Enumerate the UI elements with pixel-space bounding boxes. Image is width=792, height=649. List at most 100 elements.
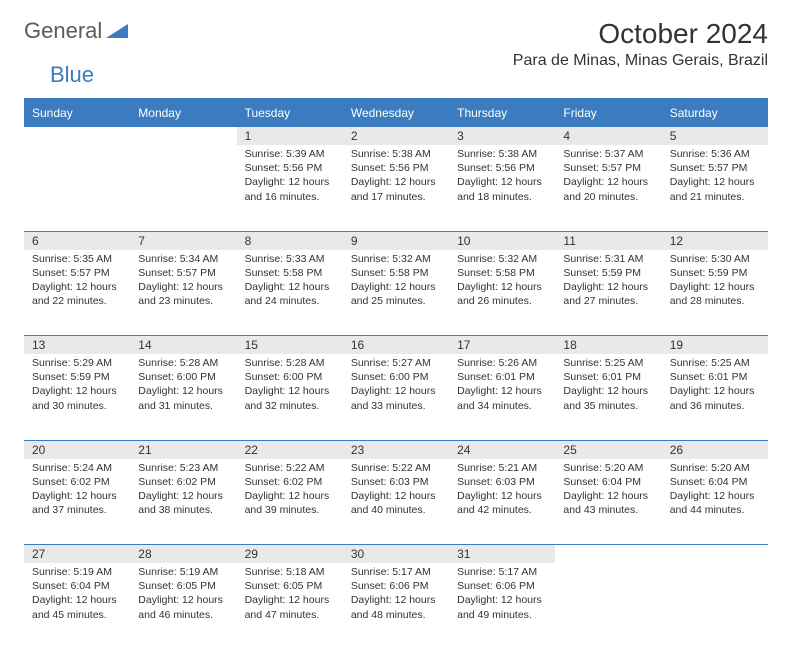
sunrise-text: Sunrise: 5:35 AM <box>32 252 122 266</box>
day-number-cell: 7 <box>130 231 236 250</box>
daybody-row: Sunrise: 5:24 AMSunset: 6:02 PMDaylight:… <box>24 459 768 545</box>
day-body-cell: Sunrise: 5:17 AMSunset: 6:06 PMDaylight:… <box>449 563 555 649</box>
daylight-text: Daylight: 12 hours and 36 minutes. <box>670 384 760 412</box>
daylight-text: Daylight: 12 hours and 34 minutes. <box>457 384 547 412</box>
day-body-cell: Sunrise: 5:25 AMSunset: 6:01 PMDaylight:… <box>555 354 661 440</box>
day-number-cell: 15 <box>237 336 343 355</box>
day-number-cell: 11 <box>555 231 661 250</box>
day-body-cell: Sunrise: 5:26 AMSunset: 6:01 PMDaylight:… <box>449 354 555 440</box>
day-body-cell: Sunrise: 5:38 AMSunset: 5:56 PMDaylight:… <box>343 145 449 231</box>
day-body-cell: Sunrise: 5:19 AMSunset: 6:04 PMDaylight:… <box>24 563 130 649</box>
daylight-text: Daylight: 12 hours and 16 minutes. <box>245 175 335 203</box>
sunrise-text: Sunrise: 5:21 AM <box>457 461 547 475</box>
daylight-text: Daylight: 12 hours and 27 minutes. <box>563 280 653 308</box>
day-body-cell: Sunrise: 5:32 AMSunset: 5:58 PMDaylight:… <box>449 250 555 336</box>
day-number-cell: 17 <box>449 336 555 355</box>
day-number-cell: 28 <box>130 545 236 564</box>
day-number-cell: 20 <box>24 440 130 459</box>
daylight-text: Daylight: 12 hours and 46 minutes. <box>138 593 228 621</box>
sunset-text: Sunset: 6:01 PM <box>563 370 653 384</box>
daylight-text: Daylight: 12 hours and 35 minutes. <box>563 384 653 412</box>
day-body-cell: Sunrise: 5:31 AMSunset: 5:59 PMDaylight:… <box>555 250 661 336</box>
sunrise-text: Sunrise: 5:32 AM <box>351 252 441 266</box>
sunset-text: Sunset: 5:56 PM <box>351 161 441 175</box>
day-body-cell: Sunrise: 5:23 AMSunset: 6:02 PMDaylight:… <box>130 459 236 545</box>
day-body-cell: Sunrise: 5:22 AMSunset: 6:03 PMDaylight:… <box>343 459 449 545</box>
daylight-text: Daylight: 12 hours and 49 minutes. <box>457 593 547 621</box>
sunset-text: Sunset: 6:02 PM <box>245 475 335 489</box>
day-body-cell: Sunrise: 5:39 AMSunset: 5:56 PMDaylight:… <box>237 145 343 231</box>
sunset-text: Sunset: 5:57 PM <box>32 266 122 280</box>
weekday-header: Monday <box>130 99 236 127</box>
sunrise-text: Sunrise: 5:25 AM <box>670 356 760 370</box>
day-body-cell: Sunrise: 5:35 AMSunset: 5:57 PMDaylight:… <box>24 250 130 336</box>
sunrise-text: Sunrise: 5:39 AM <box>245 147 335 161</box>
sunset-text: Sunset: 5:58 PM <box>351 266 441 280</box>
day-body-cell: Sunrise: 5:22 AMSunset: 6:02 PMDaylight:… <box>237 459 343 545</box>
day-number-cell: 16 <box>343 336 449 355</box>
sunset-text: Sunset: 5:56 PM <box>245 161 335 175</box>
weekday-header: Friday <box>555 99 661 127</box>
day-body-cell: Sunrise: 5:25 AMSunset: 6:01 PMDaylight:… <box>662 354 768 440</box>
location-subtitle: Para de Minas, Minas Gerais, Brazil <box>513 52 768 70</box>
day-number-cell: 13 <box>24 336 130 355</box>
sunset-text: Sunset: 6:03 PM <box>351 475 441 489</box>
day-number-cell <box>662 545 768 564</box>
sunrise-text: Sunrise: 5:20 AM <box>670 461 760 475</box>
sunset-text: Sunset: 6:04 PM <box>32 579 122 593</box>
sunset-text: Sunset: 6:01 PM <box>670 370 760 384</box>
day-number-cell: 26 <box>662 440 768 459</box>
day-body-cell: Sunrise: 5:34 AMSunset: 5:57 PMDaylight:… <box>130 250 236 336</box>
sunrise-text: Sunrise: 5:17 AM <box>457 565 547 579</box>
day-number-cell: 9 <box>343 231 449 250</box>
sunset-text: Sunset: 6:05 PM <box>138 579 228 593</box>
weekday-header: Thursday <box>449 99 555 127</box>
day-number-cell: 25 <box>555 440 661 459</box>
sunrise-text: Sunrise: 5:34 AM <box>138 252 228 266</box>
day-body-cell: Sunrise: 5:20 AMSunset: 6:04 PMDaylight:… <box>662 459 768 545</box>
sunset-text: Sunset: 6:02 PM <box>138 475 228 489</box>
sunset-text: Sunset: 6:02 PM <box>32 475 122 489</box>
daylight-text: Daylight: 12 hours and 25 minutes. <box>351 280 441 308</box>
weekday-header: Saturday <box>662 99 768 127</box>
daylight-text: Daylight: 12 hours and 23 minutes. <box>138 280 228 308</box>
sunset-text: Sunset: 6:00 PM <box>245 370 335 384</box>
sunrise-text: Sunrise: 5:22 AM <box>351 461 441 475</box>
sunset-text: Sunset: 6:04 PM <box>670 475 760 489</box>
title-block: October 2024 Para de Minas, Minas Gerais… <box>513 18 768 70</box>
daylight-text: Daylight: 12 hours and 42 minutes. <box>457 489 547 517</box>
daylight-text: Daylight: 12 hours and 22 minutes. <box>32 280 122 308</box>
brand-logo: General <box>24 18 128 44</box>
day-body-cell: Sunrise: 5:19 AMSunset: 6:05 PMDaylight:… <box>130 563 236 649</box>
daylight-text: Daylight: 12 hours and 18 minutes. <box>457 175 547 203</box>
daylight-text: Daylight: 12 hours and 26 minutes. <box>457 280 547 308</box>
day-body-cell: Sunrise: 5:32 AMSunset: 5:58 PMDaylight:… <box>343 250 449 336</box>
day-number-cell: 24 <box>449 440 555 459</box>
sunset-text: Sunset: 6:05 PM <box>245 579 335 593</box>
day-number-cell: 22 <box>237 440 343 459</box>
daylight-text: Daylight: 12 hours and 38 minutes. <box>138 489 228 517</box>
sunset-text: Sunset: 6:06 PM <box>351 579 441 593</box>
sunrise-text: Sunrise: 5:32 AM <box>457 252 547 266</box>
day-number-cell <box>555 545 661 564</box>
sunrise-text: Sunrise: 5:25 AM <box>563 356 653 370</box>
day-body-cell: Sunrise: 5:30 AMSunset: 5:59 PMDaylight:… <box>662 250 768 336</box>
daybody-row: Sunrise: 5:35 AMSunset: 5:57 PMDaylight:… <box>24 250 768 336</box>
sunrise-text: Sunrise: 5:27 AM <box>351 356 441 370</box>
day-number-cell: 4 <box>555 127 661 146</box>
daylight-text: Daylight: 12 hours and 44 minutes. <box>670 489 760 517</box>
day-body-cell: Sunrise: 5:38 AMSunset: 5:56 PMDaylight:… <box>449 145 555 231</box>
sunrise-text: Sunrise: 5:26 AM <box>457 356 547 370</box>
weekday-header-row: Sunday Monday Tuesday Wednesday Thursday… <box>24 99 768 127</box>
daylight-text: Daylight: 12 hours and 24 minutes. <box>245 280 335 308</box>
sunrise-text: Sunrise: 5:17 AM <box>351 565 441 579</box>
day-number-cell: 2 <box>343 127 449 146</box>
daynum-row: 2728293031 <box>24 545 768 564</box>
daylight-text: Daylight: 12 hours and 33 minutes. <box>351 384 441 412</box>
day-body-cell: Sunrise: 5:28 AMSunset: 6:00 PMDaylight:… <box>237 354 343 440</box>
daylight-text: Daylight: 12 hours and 47 minutes. <box>245 593 335 621</box>
daylight-text: Daylight: 12 hours and 48 minutes. <box>351 593 441 621</box>
sunrise-text: Sunrise: 5:37 AM <box>563 147 653 161</box>
daybody-row: Sunrise: 5:39 AMSunset: 5:56 PMDaylight:… <box>24 145 768 231</box>
weekday-header: Tuesday <box>237 99 343 127</box>
